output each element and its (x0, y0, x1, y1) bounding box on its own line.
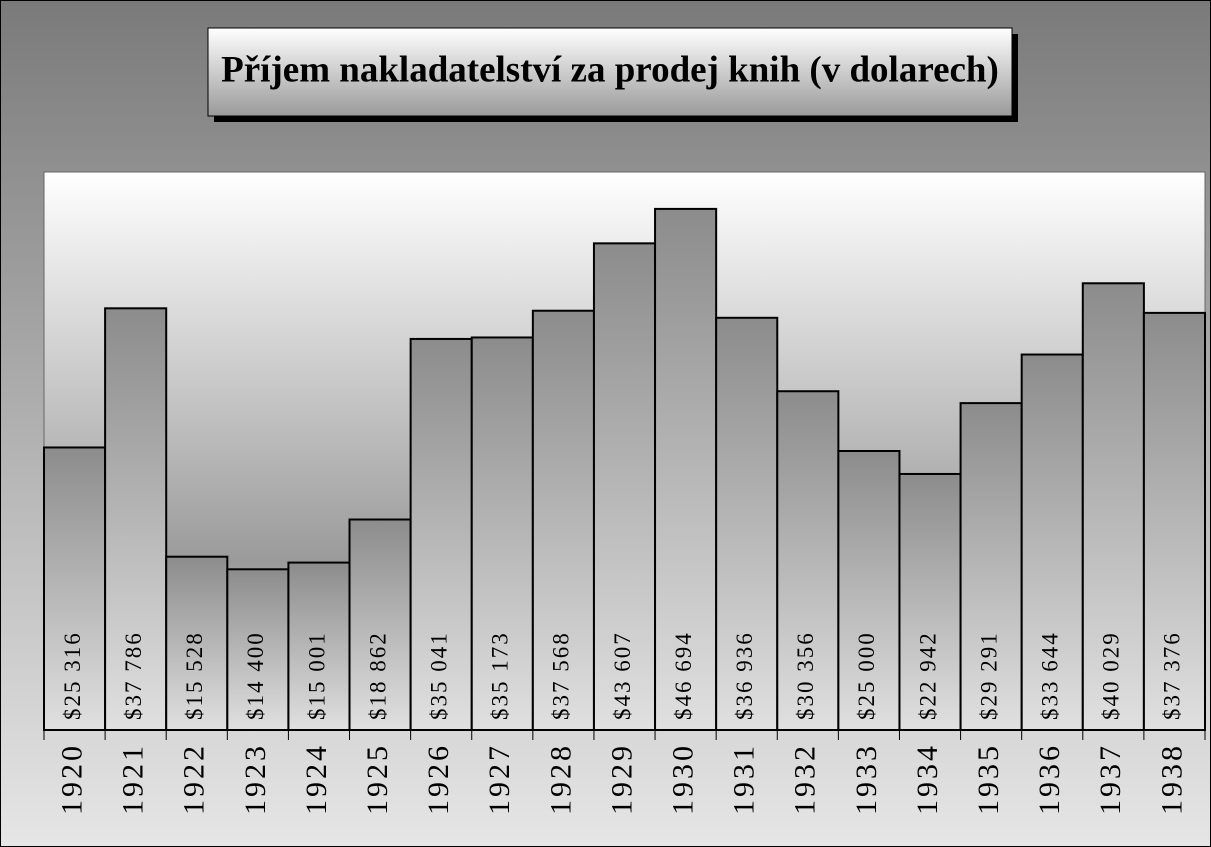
value-label: $33 644 (1038, 631, 1063, 720)
value-label: $25 316 (60, 631, 85, 720)
x-tick-label: 1934 (911, 743, 944, 815)
x-tick-label: 1930 (666, 743, 699, 815)
bar (409, 337, 473, 731)
value-label: $37 376 (1160, 631, 1185, 720)
value-label: $14 400 (243, 631, 268, 720)
value-label: $15 001 (304, 631, 329, 720)
bar (715, 316, 779, 731)
x-tick-label: 1928 (544, 743, 577, 815)
x-tick-label: 1937 (1094, 743, 1127, 815)
bar (348, 518, 412, 731)
value-label: $37 568 (549, 631, 574, 720)
bar (1081, 282, 1145, 731)
x-tick-label: 1931 (728, 743, 761, 815)
value-label: $43 607 (610, 631, 635, 720)
bar (287, 561, 351, 732)
x-tick-label: 1927 (483, 743, 516, 815)
x-tick-label: 1921 (117, 743, 150, 815)
bar (959, 402, 1023, 731)
value-label: $15 528 (182, 631, 207, 720)
x-tick-label: 1925 (361, 743, 394, 815)
value-label: $46 694 (671, 631, 696, 720)
x-tick-label: 1936 (1033, 743, 1066, 815)
x-tick-label: 1923 (239, 743, 272, 815)
bar (776, 390, 840, 731)
x-tick-label: 1933 (850, 743, 883, 815)
bar (1142, 311, 1207, 731)
x-tick-label: 1938 (1155, 743, 1188, 815)
title-box (207, 27, 1013, 117)
value-label: $29 291 (976, 631, 1001, 720)
value-label: $35 041 (426, 631, 451, 720)
x-tick-label: 1929 (605, 743, 638, 815)
bar (654, 207, 718, 731)
bar (898, 472, 962, 731)
bar (531, 309, 595, 731)
value-label: $30 356 (793, 631, 818, 720)
chart-title: Příjem nakladatelství za prodej knih (v … (221, 49, 999, 90)
x-tick-label: 1932 (789, 743, 822, 815)
value-label: $22 942 (915, 631, 940, 720)
value-label: $25 000 (854, 631, 879, 720)
x-tick-label: 1935 (972, 743, 1005, 815)
value-label: $36 936 (732, 631, 757, 720)
x-tick-label: 1924 (300, 743, 333, 815)
x-tick-label: 1920 (55, 743, 88, 815)
x-tick-label: 1922 (178, 743, 211, 815)
bar (592, 242, 657, 731)
value-label: $37 786 (121, 631, 146, 720)
x-tick-label: 1926 (422, 743, 455, 815)
value-label: $35 173 (488, 631, 513, 720)
bar (837, 450, 901, 731)
value-label: $18 862 (365, 631, 390, 720)
value-label: $40 029 (1099, 631, 1124, 720)
